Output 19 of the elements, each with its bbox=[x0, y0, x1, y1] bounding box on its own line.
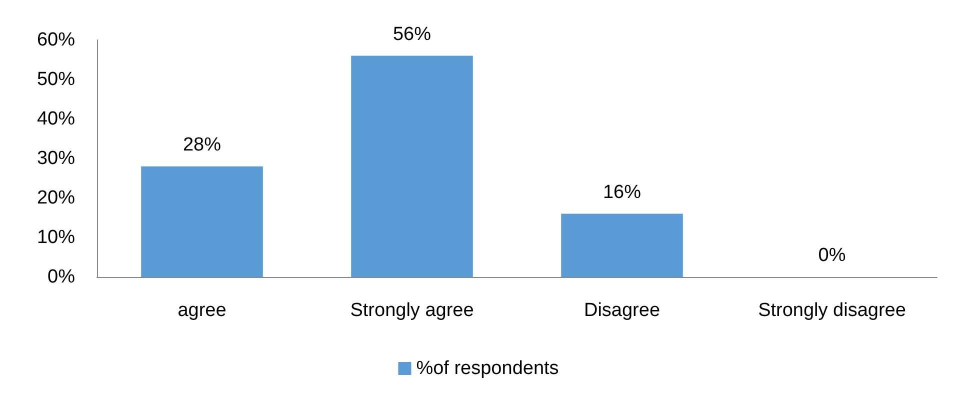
data-label: 56% bbox=[392, 24, 432, 45]
data-label: 0% bbox=[818, 245, 846, 266]
data-label: 16% bbox=[602, 182, 642, 203]
y-tick-label: 20% bbox=[36, 188, 76, 208]
data-label: 28% bbox=[182, 134, 222, 156]
x-tick-label: Strongly disagree bbox=[758, 300, 906, 321]
y-tick-label: 40% bbox=[36, 108, 76, 130]
y-tick-label: 50% bbox=[36, 69, 76, 90]
y-tick-label: 0% bbox=[48, 266, 76, 288]
bar bbox=[351, 56, 473, 277]
x-tick-label: Disagree bbox=[584, 300, 660, 321]
y-tick-label: 10% bbox=[36, 227, 76, 248]
x-tick-label: agree bbox=[178, 300, 226, 321]
y-tick-label: 30% bbox=[36, 148, 76, 169]
legend-label: %of respondents bbox=[416, 358, 559, 379]
bar bbox=[141, 166, 263, 277]
bar bbox=[561, 214, 683, 277]
y-tick-label: 60% bbox=[36, 30, 76, 50]
x-tick-label: Strongly agree bbox=[350, 300, 474, 321]
